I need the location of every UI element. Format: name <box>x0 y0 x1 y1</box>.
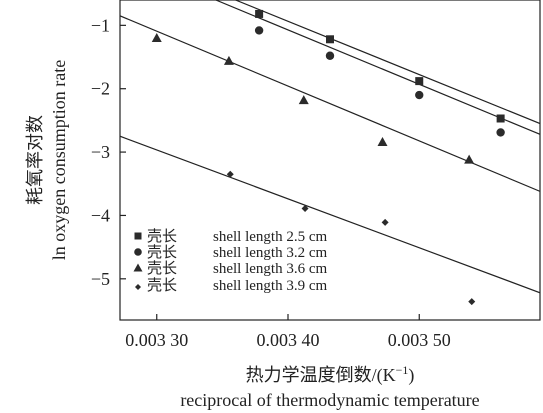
y-tick-label: −1 <box>91 15 110 35</box>
legend-circle-marker <box>134 248 142 256</box>
square-marker <box>326 35 334 44</box>
circle-marker <box>496 128 505 137</box>
y-tick-label: −5 <box>91 269 110 289</box>
legend-label-cn: 壳长 <box>147 228 177 245</box>
x-axis-label-en: reciprocal of thermodynamic temperature <box>180 390 479 410</box>
legend-square-marker <box>134 232 142 240</box>
diamond-marker <box>301 204 309 212</box>
plot-frame <box>119 0 541 321</box>
legend: 壳长 shell length 2.5 cm 壳长 shell length 3… <box>133 228 327 294</box>
diamond-marker <box>381 218 389 226</box>
triangle-marker <box>298 95 309 105</box>
fit-line <box>215 0 540 135</box>
circle-marker <box>415 90 424 100</box>
legend-triangle-marker <box>133 263 143 272</box>
fit-lines <box>120 0 540 294</box>
y-axis-label-cn: 耗氧率对数 <box>25 115 45 205</box>
legend-label-en: shell length 3.2 cm <box>213 245 327 261</box>
square-marker <box>496 114 505 123</box>
y-axis-label-en: ln oxygen consumption rate <box>49 60 69 260</box>
triangle-marker <box>151 33 162 43</box>
y-tick-label: −4 <box>91 205 110 225</box>
y-tick-label: −3 <box>91 142 110 162</box>
triangle-marker <box>223 55 234 65</box>
fit-line <box>120 135 540 294</box>
y-tick-label: −2 <box>91 79 110 99</box>
x-tick-label: 0.003 40 <box>257 330 320 350</box>
diamond-marker <box>468 298 476 306</box>
x-axis-label-cn: 热力学温度倒数/(K−1) <box>246 363 415 386</box>
legend-diamond-marker <box>135 284 141 290</box>
legend-label-cn: 壳长 <box>147 244 177 261</box>
legend-label-cn: 壳长 <box>147 277 177 294</box>
legend-entry-3-9cm: 壳长 shell length 3.9 cm <box>135 277 327 294</box>
legend-label-en: shell length 3.6 cm <box>213 261 327 277</box>
square-marker <box>255 9 264 18</box>
legend-label-en: shell length 2.5 cm <box>213 229 327 245</box>
legend-entry-3-6cm: 壳长 shell length 3.6 cm <box>133 260 327 277</box>
legend-entry-2-5cm: 壳长 shell length 2.5 cm <box>134 228 327 245</box>
circle-marker <box>254 26 264 35</box>
legend-label-cn: 壳长 <box>147 260 177 277</box>
circle-marker <box>325 51 335 60</box>
x-tick-label: 0.003 30 <box>125 330 188 350</box>
diamond-marker <box>226 170 234 178</box>
triangle-marker <box>377 136 388 146</box>
x-tick-label: 0.003 50 <box>388 330 451 350</box>
data-markers <box>151 9 505 306</box>
axis-ticks: 0.003 30 0.003 40 0.003 50 −1 −2 −3 −4 −5 <box>91 15 451 350</box>
fit-line <box>235 0 540 125</box>
legend-entry-3-2cm: 壳长 shell length 3.2 cm <box>134 244 327 261</box>
triangle-marker <box>464 154 475 164</box>
square-marker <box>415 77 424 86</box>
legend-label-en: shell length 3.9 cm <box>213 278 327 294</box>
